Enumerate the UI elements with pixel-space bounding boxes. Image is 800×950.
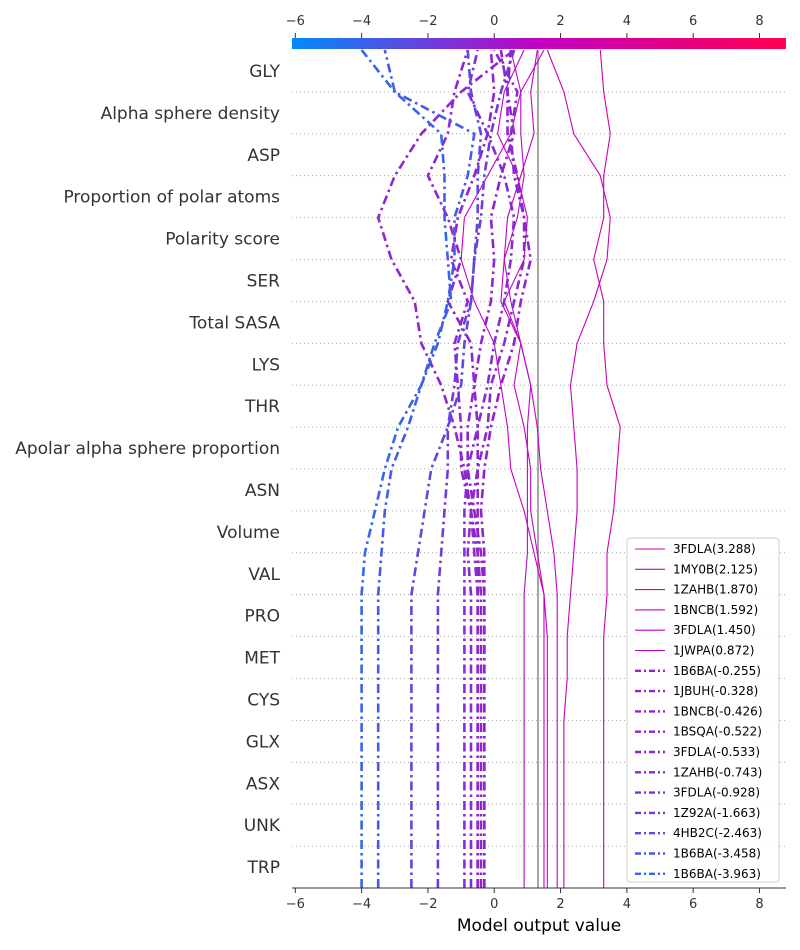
top-tick-label: −2	[418, 14, 437, 29]
feature-label: GLX	[246, 732, 281, 752]
feature-label: Proportion of polar atoms	[63, 188, 280, 208]
legend: 3FDLA(3.288) 1MY0B(2.125) 1ZAHB(1.870) 1BNC…	[626, 537, 780, 883]
series-line	[463, 49, 516, 888]
legend-entry: 1ZAHB(-0.743)	[673, 765, 762, 779]
top-tick-label: 6	[689, 14, 697, 29]
series-line	[436, 49, 516, 888]
top-tick-label: 2	[556, 14, 564, 29]
legend-entry: 3FDLA(-0.533)	[673, 745, 760, 759]
legend-entry: 3FDLA(3.288)	[673, 542, 756, 556]
legend-entry: 1JBUH(-0.328)	[673, 684, 758, 698]
x-tick-label: 2	[556, 897, 564, 912]
series-line	[449, 49, 496, 888]
legend-entry: 1B6BA(-3.963)	[673, 867, 761, 881]
feature-label: UNK	[244, 816, 281, 836]
feature-label: ASN	[245, 481, 280, 501]
x-tick-label: 6	[689, 897, 697, 912]
feature-label: Apolar alpha sphere proportion	[15, 439, 280, 459]
feature-label: ASX	[246, 774, 280, 794]
series-line	[460, 49, 548, 888]
feature-label: Volume	[217, 523, 280, 543]
legend-entry: 3FDLA(-0.928)	[673, 786, 760, 800]
legend-entry: 1BNCB(-0.426)	[673, 704, 763, 718]
x-tick-label: −2	[418, 897, 437, 912]
top-tick-label: −6	[286, 14, 305, 29]
feature-label: GLY	[249, 62, 280, 82]
series-lines	[360, 48, 621, 888]
feature-label: Total SASA	[188, 313, 280, 333]
legend-box	[626, 537, 780, 883]
series-line	[376, 48, 515, 888]
series-line	[360, 49, 453, 888]
legend-entry: 3FDLA(1.450)	[673, 623, 756, 637]
feature-label: PRO	[245, 607, 280, 627]
x-tick-label: −4	[352, 897, 371, 912]
feature-label: CYS	[247, 690, 280, 710]
feature-label: SER	[247, 271, 281, 291]
top-tick-label: −4	[352, 14, 371, 29]
feature-label: VAL	[248, 565, 280, 585]
x-axis-label: Model output value	[457, 916, 621, 936]
legend-entry: 1B6BA(-0.255)	[673, 664, 761, 678]
series-line	[546, 49, 611, 888]
feature-label: LYS	[252, 355, 280, 375]
x-tick-label: 0	[490, 897, 498, 912]
legend-entry: 1BNCB(1.592)	[673, 603, 758, 617]
top-tick-label: 4	[623, 14, 631, 29]
feature-label: ASP	[247, 146, 280, 166]
x-tick-label: 8	[755, 897, 763, 912]
series-line	[410, 49, 483, 888]
legend-entry: 1MY0B(2.125)	[673, 562, 758, 576]
legend-entry: 1Z92A(-1.663)	[673, 806, 760, 820]
x-tick-label: −6	[286, 897, 305, 912]
x-tick-label: 4	[623, 897, 631, 912]
series-line	[503, 49, 532, 888]
x-axes: −6 −6 −4 −4 −2 −2 0 0 2 2 4 4 6 6 8 8	[286, 14, 786, 912]
series-line	[466, 49, 516, 888]
series-line	[376, 49, 476, 888]
feature-label: THR	[244, 397, 280, 417]
feature-label: MET	[244, 649, 280, 669]
legend-entry: 1BSQA(-0.522)	[673, 725, 762, 739]
series-line	[466, 49, 526, 888]
feature-label: Polarity score	[165, 230, 280, 250]
top-tick-label: 0	[490, 14, 498, 29]
top-tick-label: 8	[755, 14, 763, 29]
feature-label: TRP	[247, 858, 280, 878]
legend-entry: 1B6BA(-3.458)	[673, 847, 761, 861]
legend-entry: 4HB2C(-2.463)	[673, 826, 762, 840]
legend-entry: 1JWPA(0.872)	[673, 644, 754, 658]
feature-label: Alpha sphere density	[101, 104, 280, 124]
legend-entry: 1ZAHB(1.870)	[673, 583, 758, 597]
colorbar	[292, 38, 786, 49]
feature-labels: GLY Alpha sphere density ASP Proportion of …	[15, 62, 281, 878]
